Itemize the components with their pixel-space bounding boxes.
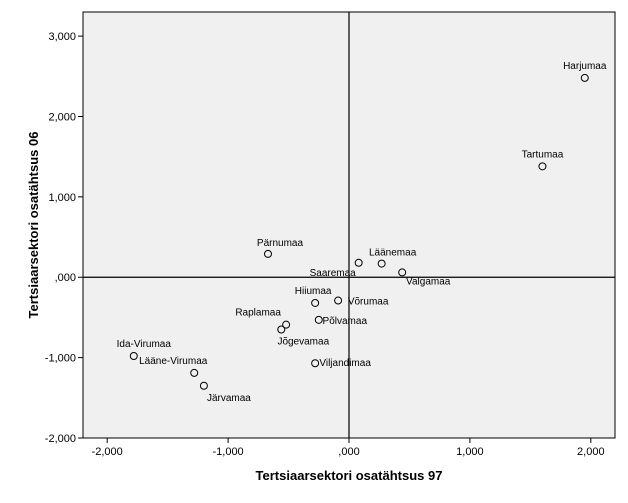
y-tick-label: 3,000 — [48, 31, 76, 43]
data-point — [538, 162, 547, 171]
point-label: Saaremaa — [310, 268, 357, 279]
data-point — [263, 249, 272, 258]
x-tick-label: -1,000 — [212, 446, 243, 458]
y-tick-label: ,000 — [55, 272, 76, 284]
data-point — [377, 259, 386, 268]
x-tick-label: -2,000 — [92, 446, 123, 458]
point-label: Tartumaa — [522, 149, 564, 160]
data-point — [398, 268, 407, 277]
y-tick-label: -2,000 — [45, 433, 76, 445]
data-point — [314, 315, 323, 324]
point-label: Valgamaa — [406, 276, 451, 287]
point-label: Jõgevamaa — [277, 336, 329, 347]
data-point — [311, 298, 320, 307]
data-point — [354, 258, 363, 267]
data-point — [311, 359, 320, 368]
point-label: Võrumaa — [348, 297, 389, 308]
point-label: Raplamaa — [235, 308, 281, 319]
point-label: Ida-Virumaa — [117, 339, 172, 350]
point-label: Harjumaa — [563, 61, 607, 72]
y-tick-label: 2,000 — [48, 111, 76, 123]
point-label: Lääne-Virumaa — [139, 356, 208, 367]
y-axis-title: Tertsiaarsektori osatähtsus 06 — [26, 132, 41, 319]
data-point — [580, 73, 589, 82]
data-point — [190, 368, 199, 377]
x-axis-title: Tertsiaarsektori osatähtsus 97 — [256, 468, 443, 483]
x-tick-label: 2,000 — [577, 446, 605, 458]
data-point — [199, 381, 208, 390]
point-label: Viljandimaa — [319, 358, 371, 369]
data-point — [282, 320, 291, 329]
point-label: Põlvamaa — [323, 316, 368, 327]
point-label: Pärnumaa — [257, 238, 304, 249]
point-label: Järvamaa — [207, 393, 251, 404]
data-point — [129, 352, 138, 361]
data-point — [277, 325, 286, 334]
x-tick-label: ,000 — [338, 446, 359, 458]
point-label: Läänemaa — [369, 248, 417, 259]
x-tick-label: 1,000 — [456, 446, 484, 458]
point-label: Hiiumaa — [295, 286, 332, 297]
y-tick-label: -1,000 — [45, 353, 76, 365]
y-tick-label: 1,000 — [48, 192, 76, 204]
data-point — [334, 296, 343, 305]
